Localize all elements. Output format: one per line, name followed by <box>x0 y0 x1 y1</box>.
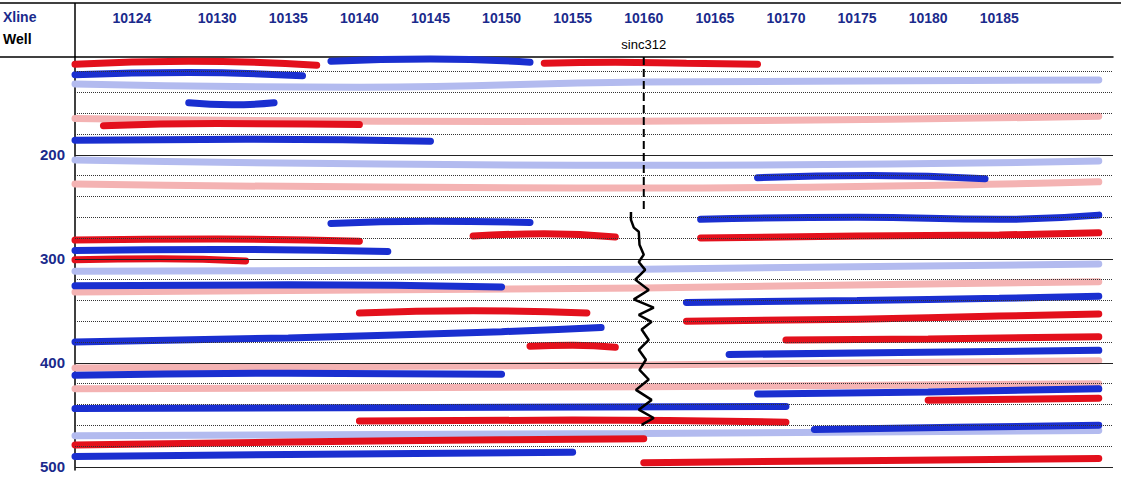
svg-text:Xline: Xline <box>3 9 37 25</box>
svg-text:10170: 10170 <box>766 10 805 26</box>
svg-text:10135: 10135 <box>269 10 308 26</box>
svg-text:sinc312: sinc312 <box>621 37 666 52</box>
svg-text:10185: 10185 <box>980 10 1019 26</box>
svg-text:10140: 10140 <box>340 10 379 26</box>
svg-text:10180: 10180 <box>909 10 948 26</box>
svg-text:10165: 10165 <box>695 10 734 26</box>
svg-text:500: 500 <box>40 458 65 475</box>
svg-text:400: 400 <box>40 354 65 371</box>
svg-text:10124: 10124 <box>112 10 151 26</box>
svg-text:Well: Well <box>3 31 32 47</box>
svg-text:10160: 10160 <box>624 10 663 26</box>
svg-text:300: 300 <box>40 250 65 267</box>
svg-text:10130: 10130 <box>198 10 237 26</box>
svg-text:10175: 10175 <box>838 10 877 26</box>
svg-text:10155: 10155 <box>553 10 592 26</box>
svg-text:10145: 10145 <box>411 10 450 26</box>
svg-text:200: 200 <box>40 146 65 163</box>
svg-text:10150: 10150 <box>482 10 521 26</box>
